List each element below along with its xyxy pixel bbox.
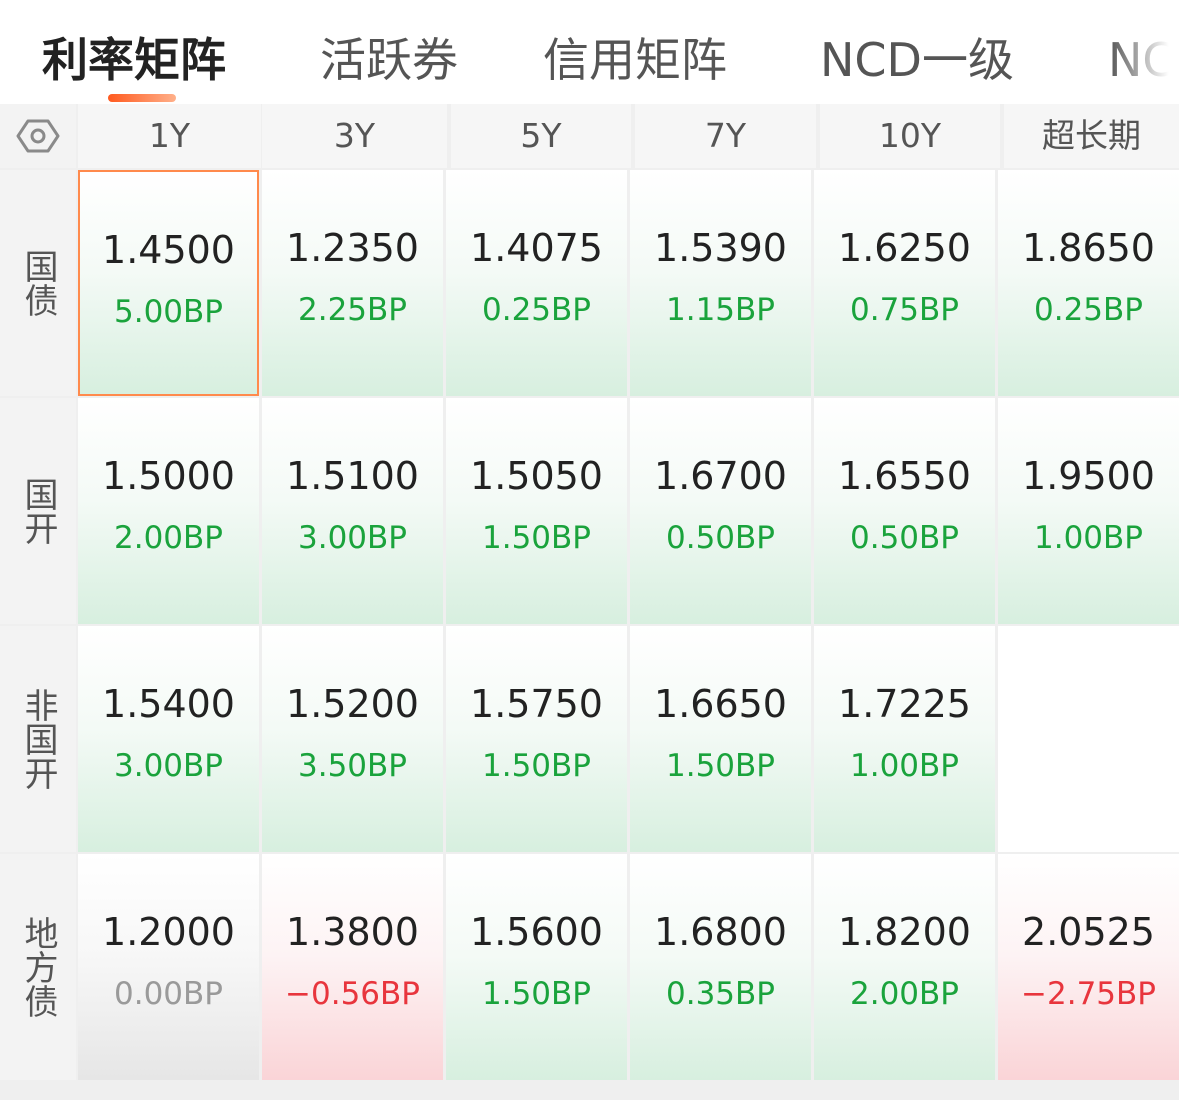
row-header-non-cdb: 非国开: [0, 626, 76, 852]
yield-value: 1.6700: [654, 454, 787, 498]
yield-value: 1.6550: [838, 454, 971, 498]
yield-value: 1.5200: [286, 682, 419, 726]
yield-change: 0.75BP: [850, 292, 959, 328]
matrix-cell-non-cdb-ultra-long: [998, 626, 1179, 852]
matrix-cell-local-gov-5y[interactable]: 1.5600 1.50BP: [446, 854, 627, 1080]
tab-active-bonds[interactable]: 活跃券: [320, 33, 458, 87]
yield-value: 1.5400: [102, 682, 235, 726]
matrix-cell-non-cdb-10y[interactable]: 1.7225 1.00BP: [814, 626, 995, 852]
matrix-cell-cdb-3y[interactable]: 1.5100 3.00BP: [262, 398, 443, 624]
active-tab-indicator: [108, 94, 176, 102]
yield-change: 5.00BP: [114, 294, 223, 330]
yield-value: 1.4075: [470, 226, 603, 270]
matrix-cell-cdb-1y[interactable]: 1.5000 2.00BP: [78, 398, 259, 624]
yield-value: 1.8650: [1022, 226, 1155, 270]
yield-value: 1.5390: [654, 226, 787, 270]
tab-bar: 利率矩阵 活跃券 信用矩阵 NCD一级 NC: [0, 0, 1179, 104]
matrix-cell-treasury-3y[interactable]: 1.2350 2.25BP: [262, 170, 443, 396]
matrix-cell-cdb-7y[interactable]: 1.6700 0.50BP: [630, 398, 811, 624]
yield-value: 1.2000: [102, 910, 235, 954]
tab-ncd-primary[interactable]: NCD一级: [820, 33, 1014, 87]
column-header-5y[interactable]: 5Y: [451, 104, 631, 168]
matrix-cell-cdb-10y[interactable]: 1.6550 0.50BP: [814, 398, 995, 624]
row-header-treasury: 国债: [0, 170, 76, 396]
matrix-cell-treasury-ultra-long[interactable]: 1.8650 0.25BP: [998, 170, 1179, 396]
yield-value: 2.0525: [1022, 910, 1155, 954]
column-header-7y[interactable]: 7Y: [635, 104, 816, 168]
row-header-label: 国债: [18, 249, 58, 317]
yield-change: 0.50BP: [850, 520, 959, 556]
yield-value: 1.4500: [102, 228, 235, 272]
rate-matrix-grid: 1Y 3Y 5Y 7Y 10Y 超长期 国债 国开 非国开 地方债 1.4500 5.00BP 1.…: [0, 104, 1179, 1100]
row-header-cdb: 国开: [0, 398, 76, 624]
matrix-cell-non-cdb-3y[interactable]: 1.5200 3.50BP: [262, 626, 443, 852]
tab-rate-matrix[interactable]: 利率矩阵: [42, 33, 226, 87]
yield-change: 3.00BP: [298, 520, 407, 556]
yield-change: −0.56BP: [285, 976, 420, 1012]
matrix-cell-local-gov-10y[interactable]: 1.8200 2.00BP: [814, 854, 995, 1080]
yield-change: 0.00BP: [114, 976, 223, 1012]
yield-change: 1.00BP: [1034, 520, 1143, 556]
yield-change: 0.50BP: [666, 520, 775, 556]
tab-overflow-fade: [1109, 0, 1179, 104]
yield-value: 1.5050: [470, 454, 603, 498]
yield-value: 1.9500: [1022, 454, 1155, 498]
settings-hexagon-icon: [16, 119, 60, 153]
yield-change: 1.50BP: [666, 748, 775, 784]
yield-change: −2.75BP: [1021, 976, 1156, 1012]
yield-value: 1.2350: [286, 226, 419, 270]
matrix-cell-local-gov-1y[interactable]: 1.2000 0.00BP: [78, 854, 259, 1080]
column-header-3y[interactable]: 3Y: [262, 104, 447, 168]
column-header-10y[interactable]: 10Y: [820, 104, 1000, 168]
matrix-cell-treasury-7y[interactable]: 1.5390 1.15BP: [630, 170, 811, 396]
yield-value: 1.6250: [838, 226, 971, 270]
matrix-cell-local-gov-ultra-long[interactable]: 2.0525 −2.75BP: [998, 854, 1179, 1080]
matrix-cell-treasury-5y[interactable]: 1.4075 0.25BP: [446, 170, 627, 396]
matrix-cell-cdb-5y[interactable]: 1.5050 1.50BP: [446, 398, 627, 624]
yield-value: 1.5600: [470, 910, 603, 954]
yield-value: 1.6800: [654, 910, 787, 954]
tab-credit-matrix[interactable]: 信用矩阵: [543, 33, 727, 87]
row-header-label: 国开: [18, 477, 58, 545]
yield-value: 1.3800: [286, 910, 419, 954]
column-header-1y[interactable]: 1Y: [78, 104, 261, 168]
matrix-cell-treasury-1y[interactable]: 1.4500 5.00BP: [78, 170, 259, 396]
yield-change: 1.00BP: [850, 748, 959, 784]
row-header-label: 非国开: [18, 688, 58, 790]
yield-change: 2.25BP: [298, 292, 407, 328]
yield-value: 1.7225: [838, 682, 971, 726]
yield-change: 0.25BP: [1034, 292, 1143, 328]
yield-value: 1.5000: [102, 454, 235, 498]
yield-change: 1.15BP: [666, 292, 775, 328]
yield-change: 2.00BP: [850, 976, 959, 1012]
matrix-cell-non-cdb-7y[interactable]: 1.6650 1.50BP: [630, 626, 811, 852]
matrix-cell-cdb-ultra-long[interactable]: 1.9500 1.00BP: [998, 398, 1179, 624]
matrix-cell-treasury-10y[interactable]: 1.6250 0.75BP: [814, 170, 995, 396]
yield-value: 1.6650: [654, 682, 787, 726]
yield-change: 0.25BP: [482, 292, 591, 328]
column-header-ultra-long[interactable]: 超长期: [1004, 104, 1179, 168]
matrix-cell-non-cdb-5y[interactable]: 1.5750 1.50BP: [446, 626, 627, 852]
yield-change: 1.50BP: [482, 748, 591, 784]
settings-button[interactable]: [0, 104, 76, 168]
row-header-label: 地方债: [18, 916, 58, 1018]
yield-value: 1.8200: [838, 910, 971, 954]
yield-change: 2.00BP: [114, 520, 223, 556]
yield-value: 1.5100: [286, 454, 419, 498]
yield-value: 1.5750: [470, 682, 603, 726]
yield-change: 0.35BP: [666, 976, 775, 1012]
yield-change: 3.50BP: [298, 748, 407, 784]
matrix-cell-local-gov-7y[interactable]: 1.6800 0.35BP: [630, 854, 811, 1080]
yield-change: 1.50BP: [482, 520, 591, 556]
row-header-local-gov: 地方债: [0, 854, 76, 1080]
matrix-cell-local-gov-3y[interactable]: 1.3800 −0.56BP: [262, 854, 443, 1080]
yield-change: 3.00BP: [114, 748, 223, 784]
yield-change: 1.50BP: [482, 976, 591, 1012]
matrix-cell-non-cdb-1y[interactable]: 1.5400 3.00BP: [78, 626, 259, 852]
